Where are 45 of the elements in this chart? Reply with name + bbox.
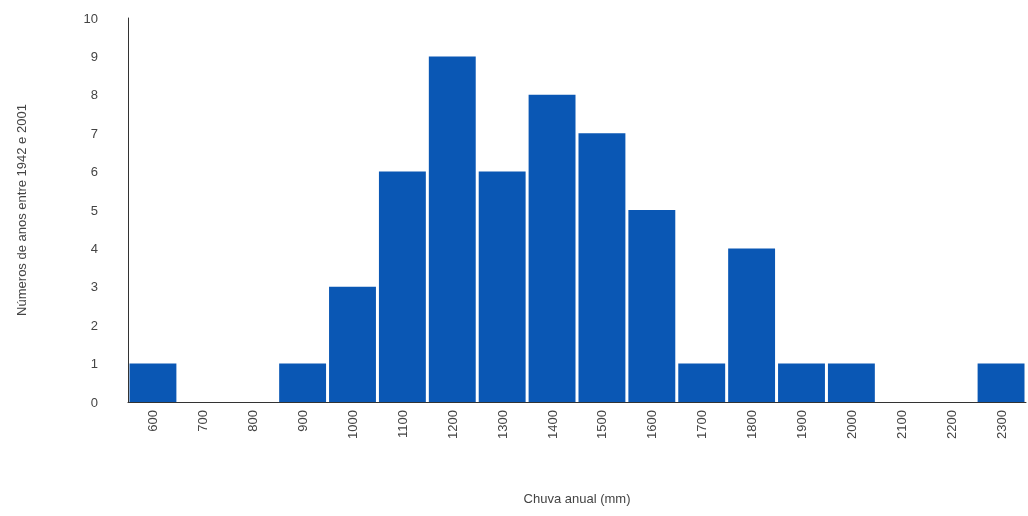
bar bbox=[678, 363, 726, 402]
y-tick-label: 10 bbox=[83, 10, 98, 26]
x-tick-label: 1000 bbox=[345, 410, 360, 439]
x-tick-label: 900 bbox=[295, 410, 311, 432]
x-tick-label: 1500 bbox=[594, 410, 610, 439]
y-tick-label: 7 bbox=[90, 125, 98, 141]
x-tick-label: 2000 bbox=[843, 410, 859, 439]
x-tick-label: 2300 bbox=[993, 410, 1009, 439]
bar bbox=[378, 171, 426, 402]
bar bbox=[478, 171, 526, 402]
x-tick-label: 1200 bbox=[444, 410, 460, 439]
y-tick-label: 4 bbox=[90, 240, 98, 256]
x-tick-label: 1100 bbox=[394, 410, 410, 438]
bar bbox=[628, 210, 676, 402]
bar bbox=[977, 363, 1025, 402]
y-axis-title: Números de anos entre 1942 e 2001 bbox=[14, 104, 29, 316]
bar bbox=[279, 363, 327, 402]
y-tick-label: 9 bbox=[90, 48, 98, 64]
x-tick-label: 800 bbox=[245, 410, 261, 432]
x-tick-label: 1900 bbox=[794, 410, 809, 439]
y-tick-label: 1 bbox=[90, 356, 98, 372]
bar bbox=[728, 248, 776, 402]
bar bbox=[827, 363, 875, 402]
y-tick-label: 3 bbox=[90, 279, 98, 295]
bar bbox=[778, 363, 825, 402]
x-tick-label: 2200 bbox=[943, 410, 959, 439]
y-tick-label: 0 bbox=[90, 394, 98, 410]
x-tick-label: 1300 bbox=[494, 410, 510, 439]
x-tick-label: 700 bbox=[195, 410, 211, 432]
bar bbox=[129, 363, 177, 402]
y-tick-label: 8 bbox=[90, 87, 98, 103]
bar bbox=[428, 56, 476, 402]
bar bbox=[578, 133, 626, 402]
bar bbox=[329, 286, 376, 402]
x-tick-label: 600 bbox=[145, 410, 161, 432]
y-tick-label: 5 bbox=[90, 202, 98, 218]
bar bbox=[528, 94, 576, 402]
x-tick-label: 1400 bbox=[544, 410, 560, 439]
x-axis-title: Chuva anual (mm) bbox=[523, 491, 631, 506]
y-tick-label: 6 bbox=[90, 164, 98, 180]
y-tick-label: 2 bbox=[90, 317, 98, 333]
x-tick-label: 1700 bbox=[694, 410, 710, 439]
x-tick-label: 1800 bbox=[744, 410, 760, 439]
x-tick-label: 1600 bbox=[644, 410, 660, 439]
x-tick-label: 2100 bbox=[893, 410, 909, 439]
